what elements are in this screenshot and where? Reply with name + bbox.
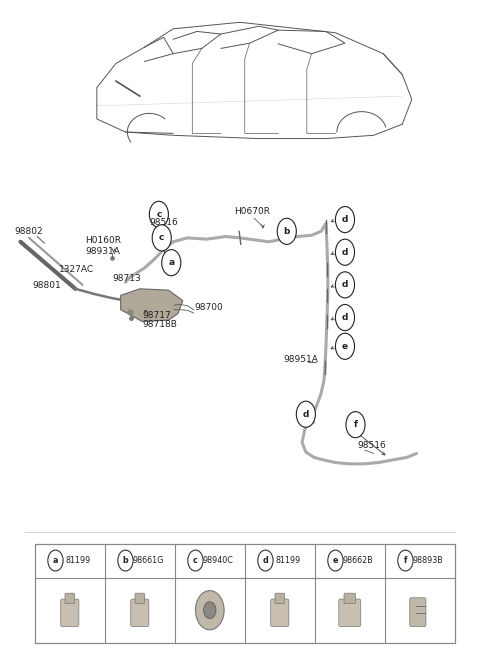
Text: 98717: 98717 (142, 310, 171, 319)
Text: 98700: 98700 (195, 302, 223, 312)
Circle shape (149, 201, 168, 228)
FancyBboxPatch shape (35, 544, 455, 643)
FancyBboxPatch shape (135, 593, 144, 604)
Text: 98718B: 98718B (142, 319, 177, 329)
Text: b: b (284, 227, 290, 236)
Circle shape (336, 272, 355, 298)
Text: 98801: 98801 (33, 281, 61, 289)
Text: H0160R: H0160R (85, 236, 121, 245)
Text: H0670R: H0670R (234, 207, 270, 216)
Circle shape (336, 333, 355, 359)
Circle shape (195, 590, 224, 630)
Circle shape (188, 550, 203, 571)
Text: 98951A: 98951A (283, 355, 318, 364)
Text: 98516: 98516 (149, 218, 178, 227)
FancyBboxPatch shape (410, 598, 426, 626)
Text: c: c (159, 234, 165, 242)
Text: a: a (168, 258, 174, 267)
Text: 1327AC: 1327AC (59, 265, 94, 274)
Text: c: c (193, 556, 198, 565)
Text: 81199: 81199 (276, 556, 301, 565)
FancyBboxPatch shape (275, 593, 285, 604)
Circle shape (336, 239, 355, 265)
Circle shape (118, 550, 133, 571)
Circle shape (162, 250, 181, 276)
FancyBboxPatch shape (339, 599, 361, 626)
Text: d: d (303, 410, 309, 419)
Text: d: d (342, 313, 348, 322)
Text: 98940C: 98940C (203, 556, 234, 565)
FancyBboxPatch shape (344, 593, 356, 604)
Circle shape (258, 550, 273, 571)
Circle shape (277, 218, 296, 245)
FancyBboxPatch shape (271, 599, 289, 626)
Text: f: f (353, 420, 358, 429)
Text: c: c (156, 210, 162, 219)
Circle shape (152, 225, 171, 251)
Circle shape (296, 401, 315, 427)
Text: 98802: 98802 (15, 227, 43, 236)
FancyBboxPatch shape (131, 599, 149, 626)
Text: 98661G: 98661G (132, 556, 164, 565)
Text: 98516: 98516 (357, 441, 385, 450)
Text: 81199: 81199 (66, 556, 91, 565)
FancyBboxPatch shape (61, 599, 79, 626)
Circle shape (336, 207, 355, 233)
Circle shape (328, 550, 343, 571)
Text: a: a (53, 556, 58, 565)
Text: f: f (404, 556, 407, 565)
Circle shape (346, 411, 365, 438)
Text: 98662B: 98662B (343, 556, 374, 565)
Text: 98713: 98713 (112, 274, 141, 283)
Polygon shape (120, 289, 183, 321)
FancyBboxPatch shape (65, 593, 74, 604)
Text: 98931A: 98931A (85, 247, 120, 256)
Circle shape (48, 550, 63, 571)
Text: e: e (342, 342, 348, 351)
Text: e: e (333, 556, 338, 565)
Text: d: d (342, 215, 348, 224)
Circle shape (204, 602, 216, 619)
Text: d: d (263, 556, 268, 565)
Text: b: b (122, 556, 128, 565)
Circle shape (398, 550, 413, 571)
Text: d: d (342, 280, 348, 289)
Text: d: d (342, 248, 348, 256)
Text: 98893B: 98893B (413, 556, 444, 565)
Circle shape (336, 304, 355, 331)
